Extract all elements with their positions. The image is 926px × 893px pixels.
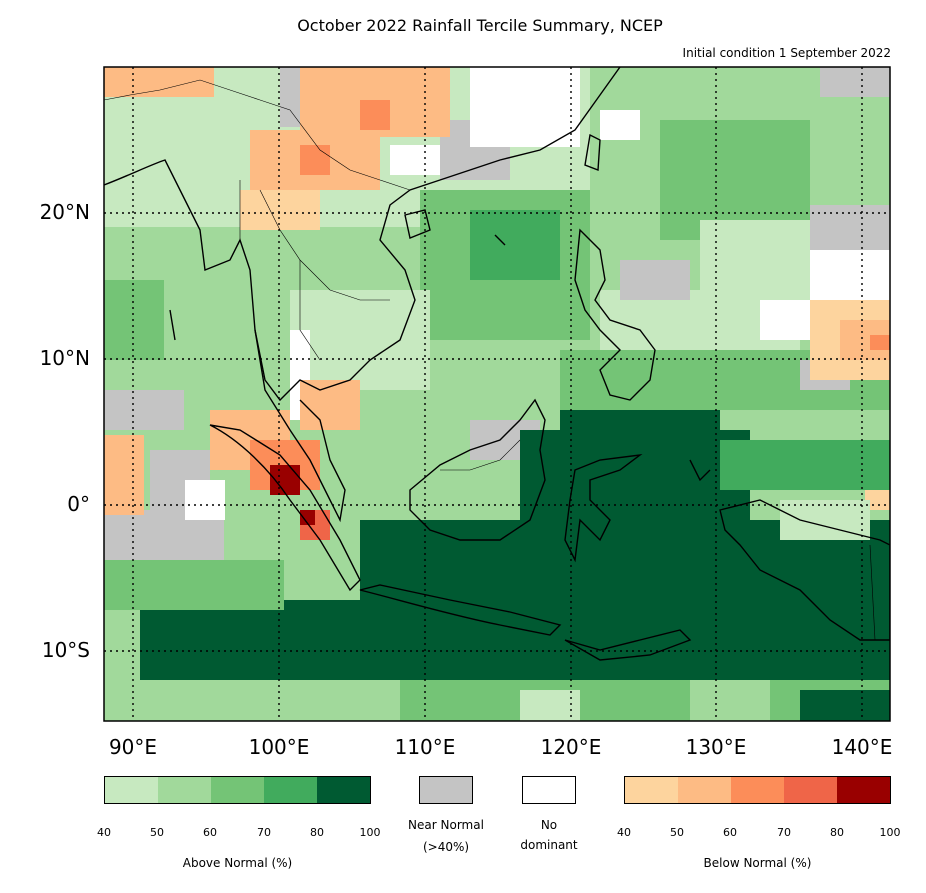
near-normal-caption-line2: (>40%) bbox=[422, 840, 470, 854]
above-tick: 70 bbox=[257, 826, 271, 839]
no-dominant-swatch bbox=[522, 776, 576, 804]
lat-label-10n: 10°N bbox=[39, 346, 90, 370]
above-tick: 60 bbox=[203, 826, 217, 839]
above-swatch-60-70 bbox=[211, 777, 264, 803]
lon-label-110e: 110°E bbox=[394, 735, 456, 759]
below-tick: 100 bbox=[879, 826, 901, 839]
above-swatch-80-100 bbox=[317, 777, 370, 803]
above-tick: 100 bbox=[359, 826, 381, 839]
lon-label-130e: 130°E bbox=[685, 735, 747, 759]
below-swatch-40-50 bbox=[625, 777, 678, 803]
above-tick: 50 bbox=[150, 826, 164, 839]
below-normal-colorbar bbox=[624, 776, 891, 804]
lon-label-140e: 140°E bbox=[831, 735, 893, 759]
no-dominant-caption-line2: dominant bbox=[520, 838, 578, 852]
above-normal-caption: Above Normal (%) bbox=[182, 856, 293, 870]
above-normal-colorbar bbox=[104, 776, 371, 804]
lat-label-0: 0° bbox=[67, 492, 90, 516]
below-normal-caption: Below Normal (%) bbox=[703, 856, 812, 870]
above-swatch-50-60 bbox=[158, 777, 211, 803]
map-border bbox=[103, 66, 891, 722]
lon-label-90e: 90°E bbox=[108, 735, 158, 759]
country-borders bbox=[104, 79, 876, 641]
below-swatch-70-80 bbox=[784, 777, 837, 803]
graticule bbox=[104, 67, 890, 721]
below-tick: 50 bbox=[670, 826, 684, 839]
above-tick: 80 bbox=[310, 826, 324, 839]
below-swatch-60-70 bbox=[731, 777, 784, 803]
map-subtitle: Initial condition 1 September 2022 bbox=[682, 46, 891, 60]
no-dominant-caption-line1: No bbox=[540, 818, 558, 832]
above-swatch-70-80 bbox=[264, 777, 317, 803]
lon-label-120e: 120°E bbox=[540, 735, 602, 759]
above-tick: 40 bbox=[97, 826, 111, 839]
below-tick: 60 bbox=[723, 826, 737, 839]
below-tick: 80 bbox=[830, 826, 844, 839]
map-content bbox=[104, 67, 890, 721]
below-swatch-80-100 bbox=[837, 777, 890, 803]
near-normal-swatch bbox=[419, 776, 473, 804]
below-tick: 70 bbox=[777, 826, 791, 839]
above-swatch-40-50 bbox=[105, 777, 158, 803]
map-title: October 2022 Rainfall Tercile Summary, N… bbox=[297, 16, 663, 35]
lat-label-10s: 10°S bbox=[41, 638, 90, 662]
lon-label-100e: 100°E bbox=[248, 735, 310, 759]
below-tick: 40 bbox=[617, 826, 631, 839]
lat-label-20n: 20°N bbox=[39, 200, 90, 224]
near-normal-caption-line1: Near Normal bbox=[408, 818, 484, 832]
below-swatch-50-60 bbox=[678, 777, 731, 803]
